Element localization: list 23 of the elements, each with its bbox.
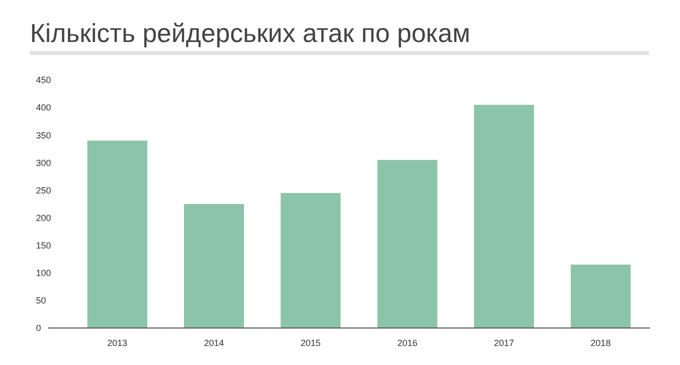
bar	[474, 104, 534, 328]
y-tick-label: 0	[36, 323, 42, 334]
bar	[570, 264, 631, 328]
bar	[280, 192, 341, 328]
bar	[87, 140, 148, 328]
x-tick-label: 2017	[494, 338, 514, 348]
y-tick-label: 350	[36, 130, 52, 140]
y-tick-label: 100	[36, 268, 52, 278]
y-tick-label: 450	[36, 75, 52, 86]
y-tick-label: 200	[36, 212, 52, 223]
y-tick-label: 250	[36, 185, 52, 196]
y-tick-label: 50	[36, 296, 46, 306]
x-tick-label: 2014	[204, 338, 224, 348]
y-tick-label: 150	[36, 240, 52, 250]
x-tick-label: 2015	[300, 338, 321, 348]
x-tick-label: 2013	[107, 338, 128, 348]
y-tick-label: 300	[36, 158, 52, 168]
y-tick-label: 400	[36, 102, 52, 113]
x-tick-label: 2016	[397, 338, 418, 348]
bar	[184, 204, 244, 328]
chart-title: Кількість рейдерських атак по рокам	[30, 18, 470, 48]
bar	[377, 160, 438, 328]
x-tick-label: 2018	[590, 338, 611, 348]
